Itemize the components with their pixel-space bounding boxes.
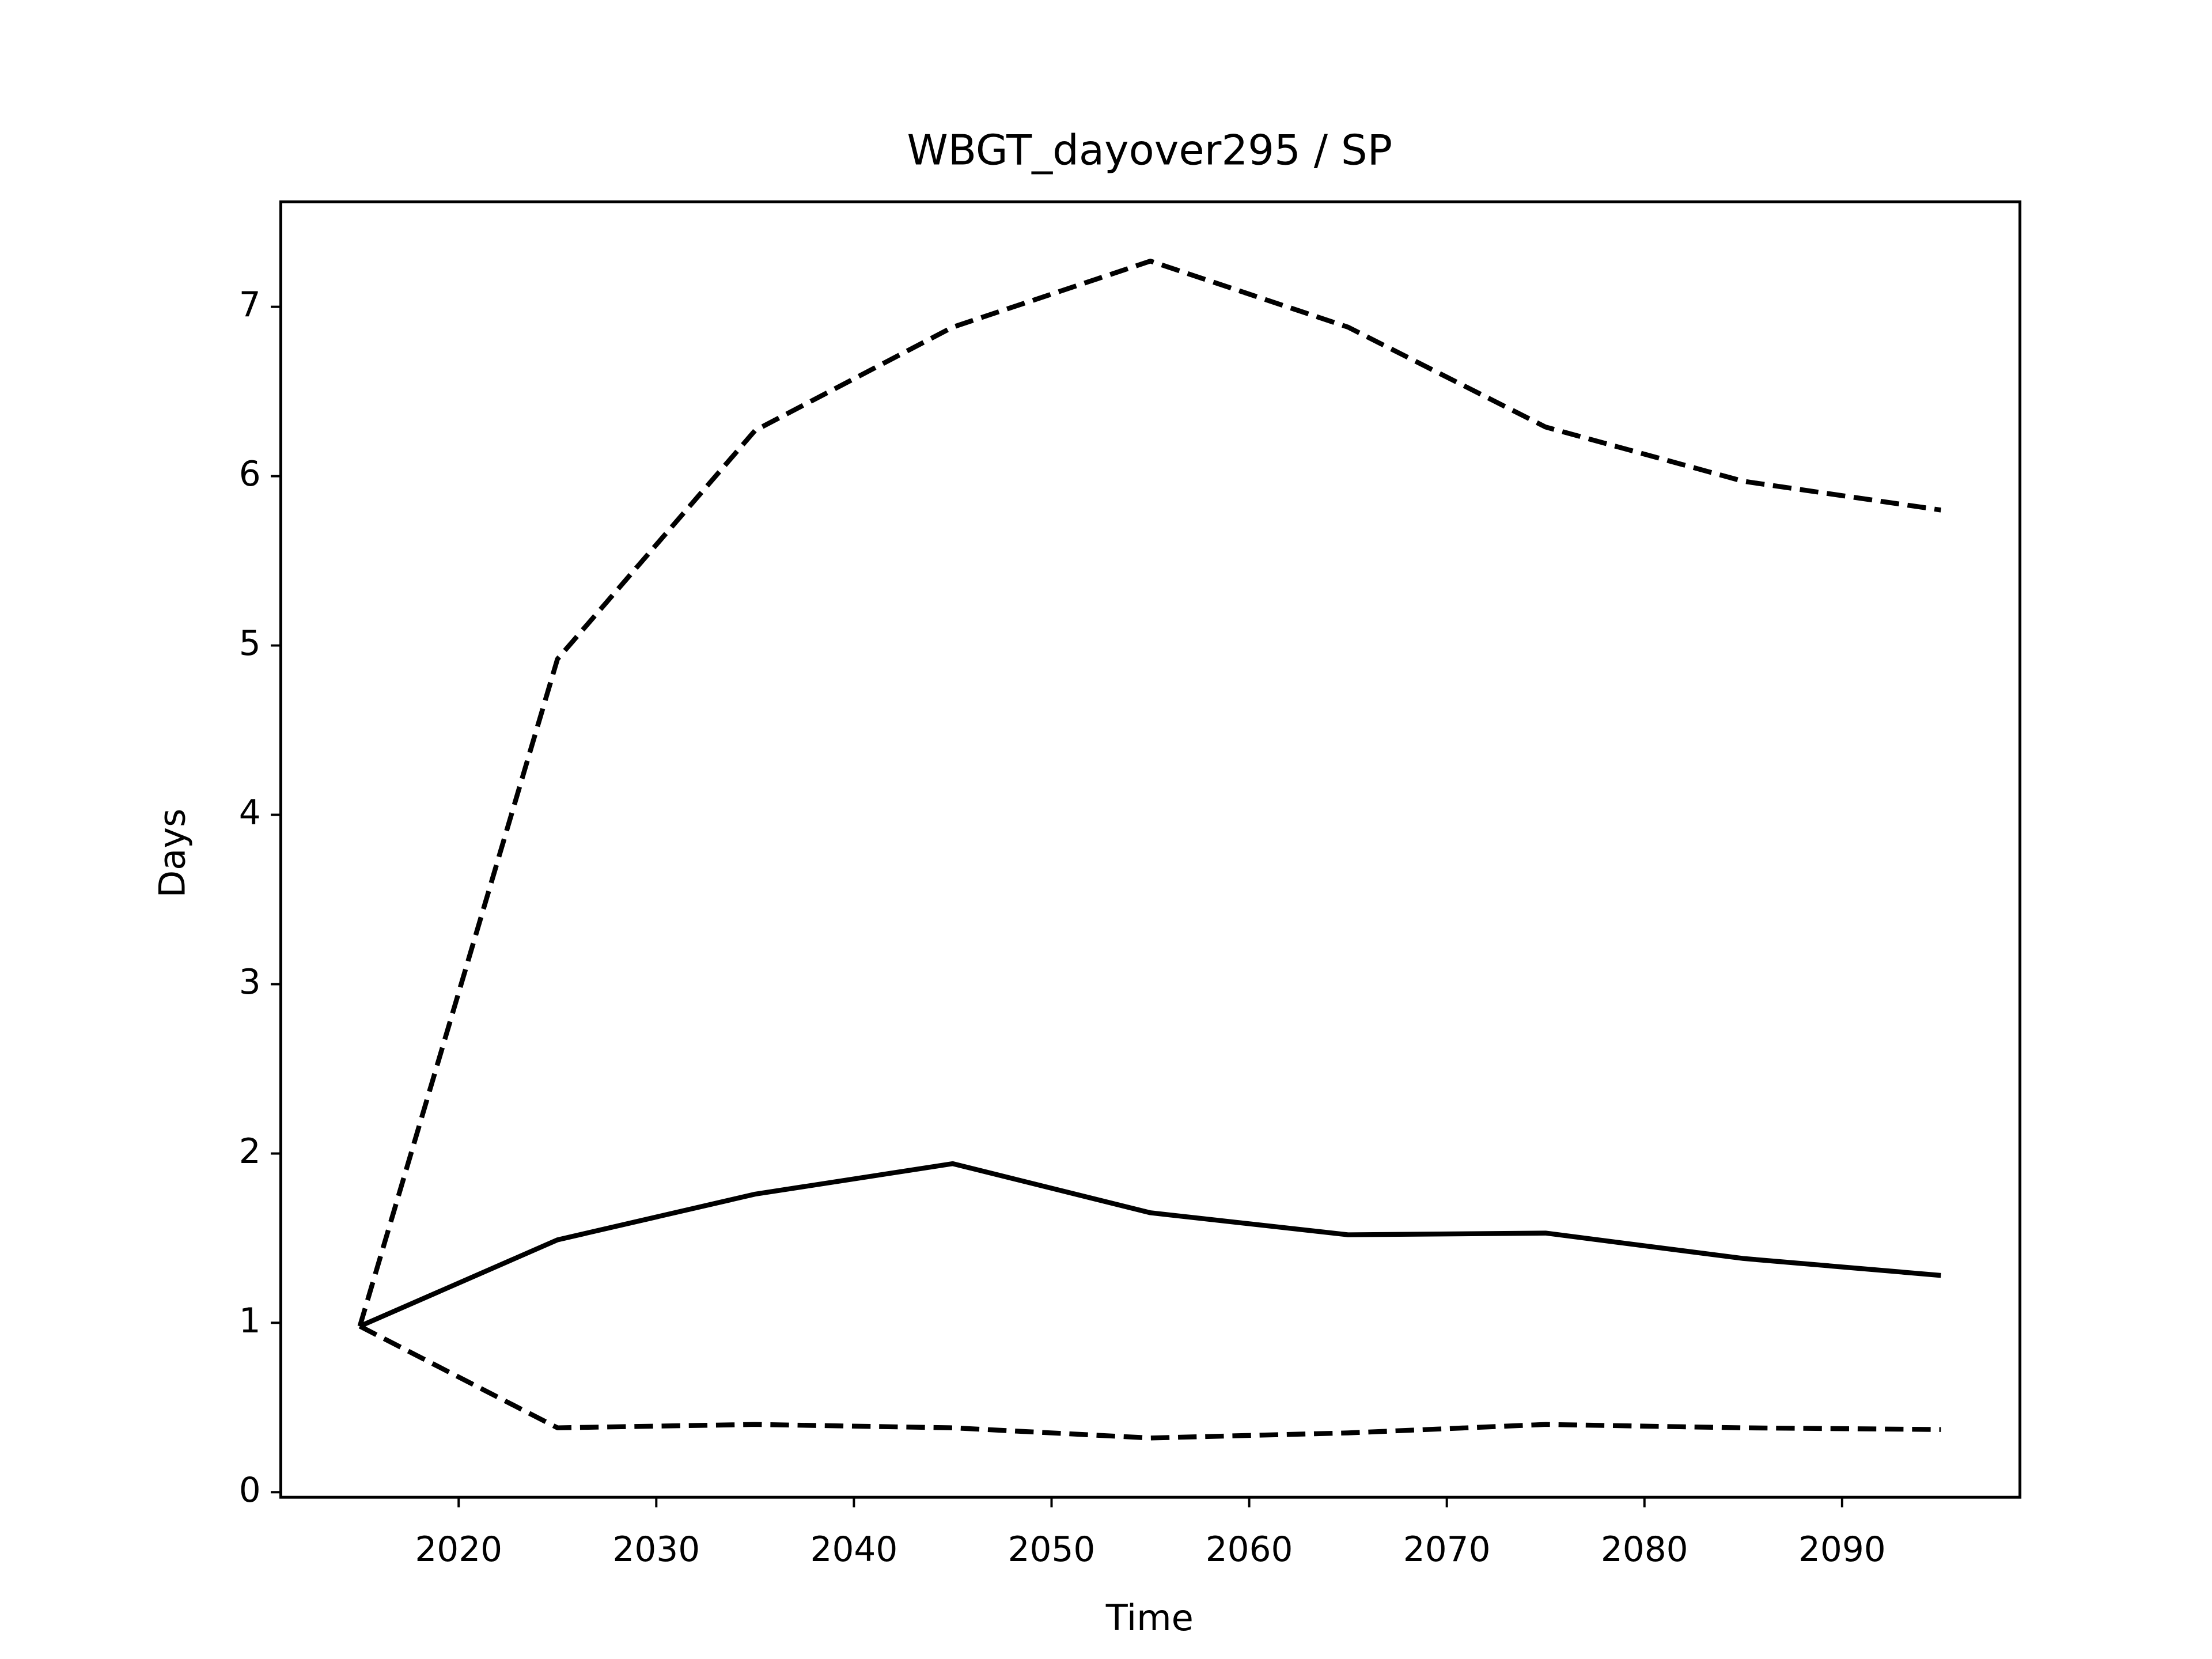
plot-frame (279, 200, 2022, 1499)
x-tick-label: 2050 (1008, 1530, 1096, 1570)
x-tick-label: 2090 (1798, 1530, 1886, 1570)
y-tick-label: 7 (239, 285, 261, 325)
x-tick-label: 2070 (1403, 1530, 1491, 1570)
y-tick-label: 6 (239, 454, 261, 494)
y-tick-label: 0 (239, 1471, 261, 1510)
y-tick-label: 3 (239, 963, 261, 1002)
x-tick-label: 2020 (415, 1530, 502, 1570)
series-line (358, 1324, 1941, 1441)
x-tick-label: 2030 (612, 1530, 700, 1570)
x-axis-label: Time (1105, 1597, 1194, 1639)
x-tick-label: 2080 (1601, 1530, 1688, 1570)
y-tick-label: 2 (239, 1132, 261, 1172)
chart-title: WBGT_dayover295 / SP (907, 126, 1392, 174)
y-tick-label: 5 (239, 624, 261, 664)
x-tick-label: 2040 (810, 1530, 898, 1570)
y-axis-label: Days (151, 808, 194, 897)
y-tick-label: 1 (239, 1301, 261, 1341)
y-tick-label: 4 (239, 793, 261, 833)
x-tick-label: 2060 (1206, 1530, 1293, 1570)
series-line (357, 259, 1941, 1327)
series-line (358, 1161, 1941, 1329)
